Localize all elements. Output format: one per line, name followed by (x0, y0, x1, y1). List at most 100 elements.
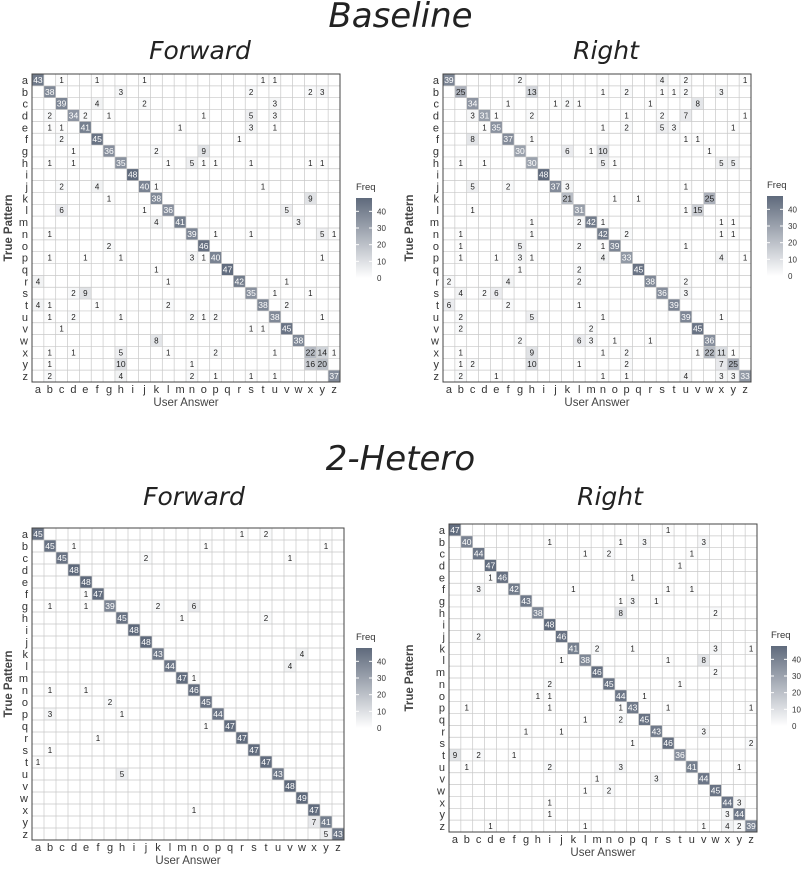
cell-value: 39 (57, 99, 67, 109)
heatmap-cell (44, 540, 56, 552)
cell-value: 1 (204, 722, 209, 731)
heatmap-cell (245, 228, 258, 240)
cell-value: 3 (619, 763, 624, 772)
heatmap-cell (268, 310, 281, 323)
x-tick-label: s (659, 384, 665, 396)
heatmap-cell (603, 784, 615, 797)
heatmap-cell (585, 216, 597, 228)
cell-value: 1 (119, 313, 124, 322)
cell-value: 3 (684, 289, 689, 298)
heatmap-cell (56, 552, 68, 564)
cell-value: 4 (95, 100, 100, 109)
cell-value: 1 (624, 111, 629, 120)
heatmap-cell (284, 552, 296, 564)
cell-value: 1 (261, 183, 266, 192)
heatmap-cell (490, 287, 503, 300)
cell-value: 1 (96, 734, 101, 743)
heatmap-cell (579, 713, 592, 726)
heatmap-cell (484, 571, 497, 584)
x-tick-label: u (275, 842, 281, 854)
cell-value: 1 (192, 674, 197, 683)
heatmap-cell (44, 600, 56, 612)
cell-value: 2 (190, 372, 195, 381)
panel-title-baseline-right: Right (573, 36, 639, 65)
cell-value: 1 (48, 159, 53, 168)
cell-value: 1 (547, 810, 552, 819)
heatmap-cell (138, 204, 151, 217)
x-tick-label: e (493, 384, 499, 396)
heatmap-cell (543, 618, 556, 631)
x-tick-label: z (331, 384, 337, 396)
cell-value: 46 (592, 667, 602, 677)
cell-value: 9 (308, 194, 313, 203)
cell-value: 1 (583, 822, 588, 831)
heatmap-cell (162, 204, 175, 217)
heatmap-cell (591, 666, 603, 678)
heatmap-cell (236, 528, 248, 540)
heatmap-cell (502, 299, 515, 311)
cell-value: 1 (695, 135, 700, 144)
heatmap-cell (709, 606, 722, 619)
legend-colorbar (356, 198, 372, 278)
heatmap-cell (67, 287, 80, 300)
legend-tick-label: 20 (377, 241, 386, 250)
cell-value: 38 (152, 193, 162, 203)
cell-value: 1 (583, 787, 588, 796)
heatmap-cell (502, 275, 515, 288)
y-tick-label: q (22, 721, 28, 733)
heatmap-cell (543, 678, 556, 690)
cell-value: 1 (630, 573, 635, 582)
y-tick-label: u (433, 312, 439, 324)
heatmap-cell (304, 287, 317, 300)
y-tick-label: c (434, 99, 440, 111)
cell-value: 35 (116, 158, 126, 168)
cell-value: 5 (518, 242, 523, 251)
cell-value: 1 (672, 88, 677, 97)
legend-title: Freq (767, 180, 787, 191)
heatmap-cell (245, 109, 258, 122)
cell-value: 5 (731, 159, 736, 168)
cell-value: 34 (69, 110, 79, 120)
cell-value: 44 (165, 661, 175, 671)
cell-value: 45 (92, 134, 102, 144)
heatmap-cell (514, 263, 526, 276)
heatmap-cell (44, 684, 56, 696)
heatmap-cell (296, 648, 308, 660)
heatmap-cell (186, 370, 198, 382)
y-tick-label: s (434, 288, 440, 300)
cell-value: 47 (309, 805, 319, 815)
x-tick-label: p (624, 384, 630, 396)
cell-value: 36 (675, 750, 685, 760)
heatmap-cell (466, 204, 479, 217)
cell-value: 3 (701, 727, 706, 736)
heatmap-cell (233, 133, 246, 146)
heatmap-cell (721, 820, 734, 832)
cell-value: 3 (725, 810, 730, 819)
cell-value: 4 (95, 183, 100, 192)
heatmap-cell (460, 701, 473, 714)
cell-value: 2 (166, 301, 171, 310)
x-tick-label: k (571, 834, 577, 846)
x-tick-label: p (213, 384, 219, 396)
y-tick-label: z (23, 829, 29, 841)
cell-value: 4 (119, 372, 124, 381)
heatmap-cell (328, 346, 340, 359)
cell-value: 1 (666, 585, 671, 594)
cell-value: 1 (530, 230, 535, 239)
x-tick-label: w (294, 384, 303, 396)
heatmap-cell (55, 204, 68, 217)
cell-value: 45 (604, 679, 614, 689)
x-tick-label: x (311, 842, 317, 854)
x-tick-label: k (565, 384, 571, 396)
cell-value: 1 (684, 242, 689, 251)
cell-value: 45 (640, 714, 650, 724)
cell-value: 1 (71, 159, 76, 168)
y-tick-label: v (434, 324, 440, 336)
cell-value: 2 (308, 88, 313, 97)
heatmap-cell (176, 672, 188, 684)
heatmap-cell (662, 654, 675, 667)
heatmap-cell (138, 97, 151, 110)
heatmap-cell (43, 85, 56, 98)
x-tick-label: f (96, 842, 100, 854)
x-tick-label: f (513, 834, 517, 846)
